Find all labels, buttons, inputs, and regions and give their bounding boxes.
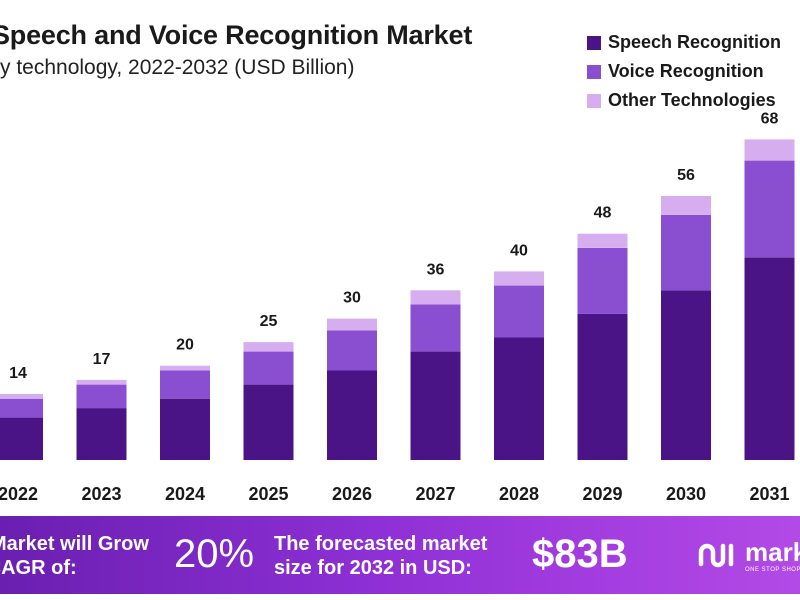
bar-segment-speech-2023 [76, 408, 127, 460]
bar-segment-other-2031 [744, 139, 795, 161]
bar-segment-other-2026 [327, 318, 377, 331]
bar-segment-other-2025 [243, 342, 294, 352]
bar-segment-voice-2024 [160, 370, 210, 399]
bar-segment-voice-2025 [243, 351, 294, 385]
x-tick-label-2023: 2023 [81, 484, 121, 504]
legend-item-speech: Speech Recognition [587, 28, 781, 57]
chart-title: Speech and Voice Recognition Market [0, 20, 473, 50]
bar-segment-other-2023 [76, 379, 127, 385]
legend-swatch-other [587, 93, 601, 108]
total-label-2031: 68 [761, 110, 779, 127]
footer-banner: Market will Grow At CAGR of: 20% The for… [0, 516, 800, 594]
legend-swatch-speech [587, 35, 601, 50]
bar-segment-other-2024 [160, 365, 210, 371]
total-label-2030: 56 [677, 167, 695, 184]
bar-segment-voice-2027 [410, 304, 461, 352]
x-tick-label-2031: 2031 [749, 484, 789, 504]
total-label-2029: 48 [594, 205, 612, 222]
bar-segment-speech-2027 [410, 351, 461, 460]
x-tick-label-2025: 2025 [248, 484, 288, 504]
brand-logo: market.us ONE STOP SHOP FOR THE REPORTS [697, 538, 800, 574]
bar-segment-voice-2031 [744, 160, 795, 258]
x-tick-label-2027: 2027 [415, 484, 455, 504]
total-label-2024: 20 [176, 337, 194, 354]
bar-segment-speech-2029 [577, 313, 628, 460]
legend: Speech Recognition Voice Recognition Oth… [587, 28, 781, 115]
x-tick-label-2029: 2029 [582, 484, 622, 504]
bar-segment-other-2022 [0, 394, 43, 399]
brand-name: market.us [745, 537, 800, 567]
total-label-2023: 17 [93, 351, 111, 368]
bar-segment-speech-2028 [494, 337, 544, 460]
legend-label: Voice Recognition [608, 61, 764, 81]
bar-segment-speech-2031 [744, 257, 795, 460]
bar-segment-speech-2022 [0, 417, 43, 460]
x-tick-label-2026: 2026 [332, 484, 372, 504]
bar-segment-voice-2022 [0, 398, 43, 418]
bar-segment-voice-2030 [661, 214, 711, 291]
grow-text-line1: Market will Grow [0, 533, 149, 555]
total-label-2025: 25 [260, 313, 278, 330]
x-tick-label-2028: 2028 [499, 484, 539, 504]
forecast-value: $83B [532, 532, 628, 576]
x-tick-label-2024: 2024 [165, 484, 205, 504]
bar-segment-speech-2025 [243, 384, 294, 460]
legend-item-voice: Voice Recognition [587, 57, 781, 86]
grow-text-line2: At CAGR of: [0, 557, 77, 579]
legend-label: Speech Recognition [608, 32, 782, 52]
bar-segment-other-2030 [661, 196, 711, 215]
bar-chart: 14 2022 17 2023 20 2024 25 2025 30 2026 36 2027 40 20… [0, 110, 795, 504]
total-label-2022: 14 [9, 365, 27, 382]
bar-segment-other-2028 [494, 271, 544, 286]
forecast-text-line1: The forecasted market [274, 533, 488, 555]
bar-segment-speech-2030 [661, 290, 711, 460]
cagr-value: 20% [174, 532, 255, 576]
x-tick-label-2030: 2030 [666, 484, 706, 504]
legend-swatch-voice [587, 64, 601, 79]
bar-segment-voice-2029 [577, 247, 628, 314]
total-label-2027: 36 [427, 261, 445, 278]
bar-segment-voice-2026 [327, 330, 377, 371]
bar-segment-speech-2024 [160, 398, 210, 460]
brand-tagline: ONE STOP SHOP FOR THE REPORTS [745, 567, 800, 573]
total-label-2026: 30 [343, 290, 361, 307]
x-tick-label-2022: 2022 [0, 484, 38, 504]
chart-subtitle: By technology, 2022-2032 (USD Billion) [0, 56, 355, 79]
bar-segment-voice-2028 [494, 285, 544, 338]
legend-label: Other Technologies [608, 90, 776, 110]
total-label-2028: 40 [510, 242, 528, 259]
bar-segment-other-2027 [410, 290, 461, 305]
bar-segment-speech-2026 [327, 370, 377, 460]
bar-segment-other-2029 [577, 233, 628, 248]
legend-item-other: Other Technologies [587, 86, 781, 115]
forecast-text-line2: size for 2032 in USD: [274, 557, 472, 579]
logo-icon [698, 543, 734, 568]
bar-segment-voice-2023 [76, 384, 127, 409]
